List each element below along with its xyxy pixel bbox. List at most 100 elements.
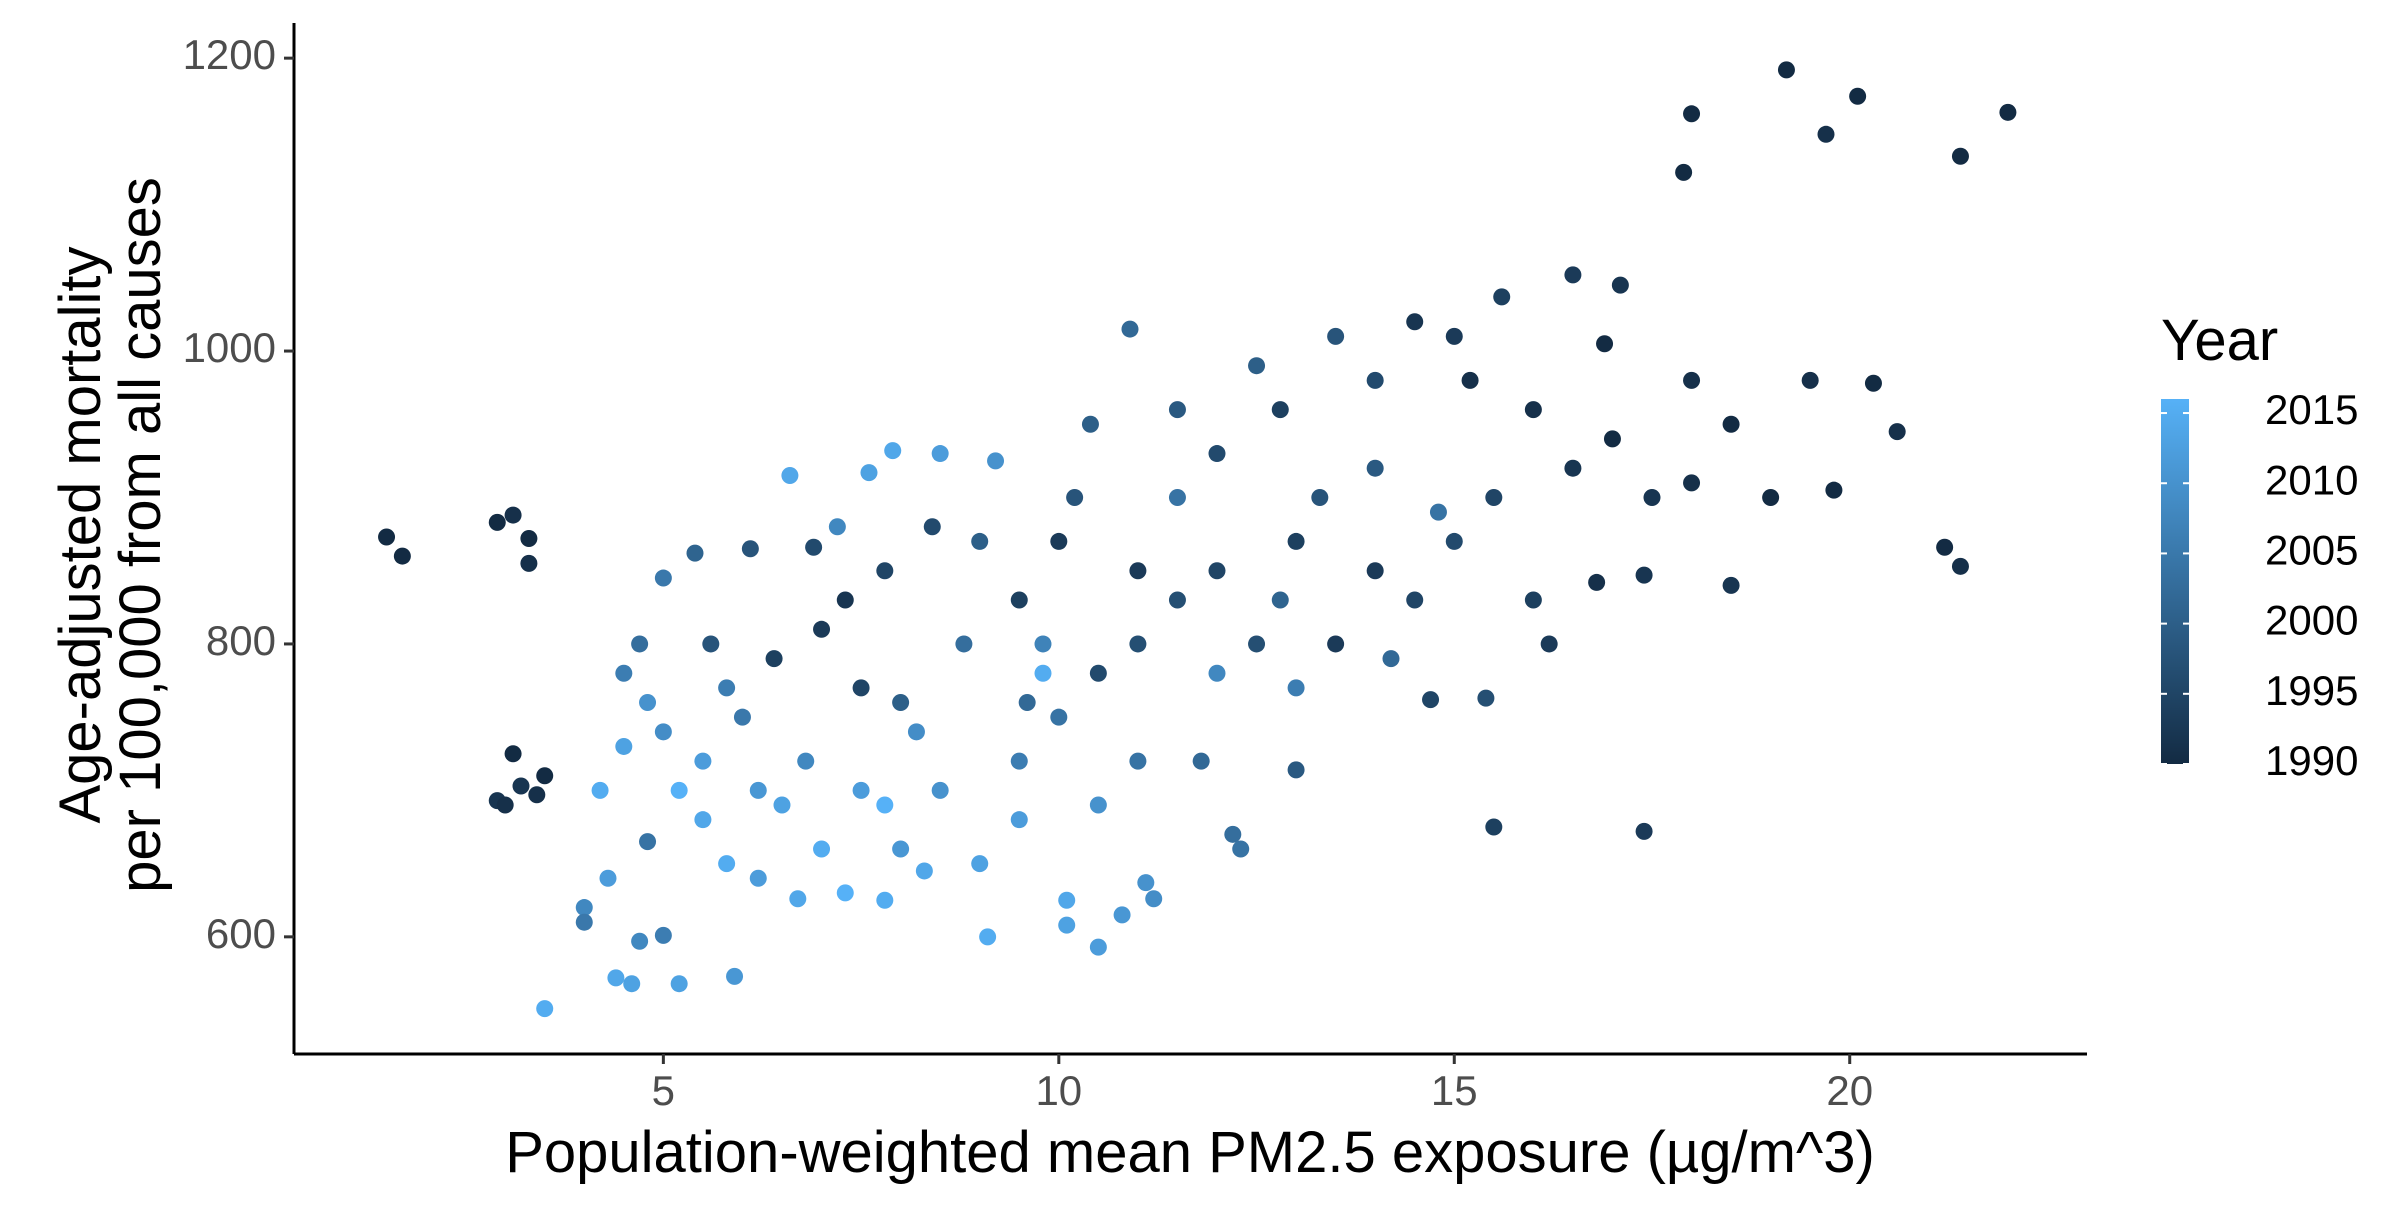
x-tick-label: 5 [652, 1067, 675, 1114]
point [1137, 874, 1155, 892]
point [1287, 532, 1305, 550]
point [1817, 125, 1835, 143]
point [520, 530, 538, 547]
point [781, 467, 799, 485]
point [828, 518, 846, 536]
point [1034, 635, 1052, 653]
point [971, 855, 989, 873]
point [1066, 488, 1084, 506]
point [931, 445, 949, 463]
point [686, 544, 704, 562]
point [1287, 761, 1305, 779]
point [1382, 650, 1400, 668]
point [1477, 689, 1495, 707]
point [536, 767, 554, 785]
point [1287, 679, 1305, 697]
y-axis-title: Age-adjusted mortality per 100,000 from … [48, 177, 173, 893]
point [504, 506, 522, 524]
point [1192, 752, 1210, 770]
point [1058, 891, 1076, 909]
legend-label: 2010 [2265, 456, 2358, 503]
points [378, 61, 2017, 1018]
x-tick-label: 10 [1035, 1067, 1082, 1114]
point [1461, 371, 1479, 389]
point [971, 532, 989, 550]
point [876, 891, 894, 909]
point [773, 796, 791, 814]
point [536, 1000, 554, 1018]
y-axis-title-line: per 100,000 from all causes [108, 177, 173, 893]
point [1366, 562, 1384, 580]
point [504, 745, 522, 763]
y-tick-label: 800 [206, 617, 276, 664]
point [1406, 313, 1424, 331]
point [1643, 488, 1661, 506]
point [789, 890, 807, 908]
point [1722, 415, 1740, 433]
y-tick-label: 600 [206, 910, 276, 957]
point [1089, 938, 1107, 956]
point [836, 591, 854, 609]
point [765, 650, 783, 668]
x-axis-title: Population-weighted mean PM2.5 exposure … [505, 1120, 1875, 1185]
point [623, 975, 641, 993]
point [1327, 635, 1345, 653]
point [1208, 562, 1226, 580]
point [1034, 664, 1052, 682]
point [599, 869, 617, 887]
point [1429, 503, 1447, 521]
point [1248, 357, 1266, 375]
point [1089, 664, 1107, 682]
point [852, 781, 870, 799]
point [876, 562, 894, 580]
point [1683, 474, 1701, 492]
point [528, 786, 546, 804]
point [1208, 445, 1226, 463]
point [1113, 906, 1131, 924]
point [987, 452, 1005, 470]
point [1010, 811, 1028, 829]
point [670, 975, 688, 993]
point [1564, 459, 1582, 477]
point [1611, 276, 1629, 294]
point [639, 694, 657, 712]
point [907, 723, 925, 741]
point [1406, 591, 1424, 609]
point [1311, 488, 1329, 506]
point [1777, 61, 1795, 79]
point [575, 899, 593, 917]
point [1129, 562, 1147, 580]
point [496, 796, 514, 814]
point [1248, 635, 1266, 653]
point [639, 833, 657, 851]
point [741, 540, 759, 558]
point [575, 913, 593, 931]
point [923, 518, 941, 536]
point [915, 862, 933, 880]
point [718, 855, 736, 873]
legend-label: 1990 [2265, 737, 2358, 784]
point [733, 708, 751, 726]
point [1762, 488, 1780, 506]
point [1951, 557, 1969, 575]
point [512, 777, 530, 795]
point [892, 840, 910, 858]
point [1168, 488, 1186, 506]
point [1675, 163, 1693, 181]
point [1722, 576, 1740, 594]
point [1999, 103, 2017, 121]
point [1445, 532, 1463, 550]
point [1888, 423, 1906, 441]
point [1603, 430, 1621, 448]
point [591, 781, 609, 799]
legend-label: 2000 [2265, 597, 2358, 644]
legend-label: 2015 [2265, 386, 2358, 433]
point [631, 932, 649, 950]
point [1208, 664, 1226, 682]
point [1145, 890, 1163, 908]
legend-label: 2005 [2265, 527, 2358, 574]
point [1493, 288, 1511, 306]
point [805, 538, 823, 556]
point [378, 528, 396, 546]
